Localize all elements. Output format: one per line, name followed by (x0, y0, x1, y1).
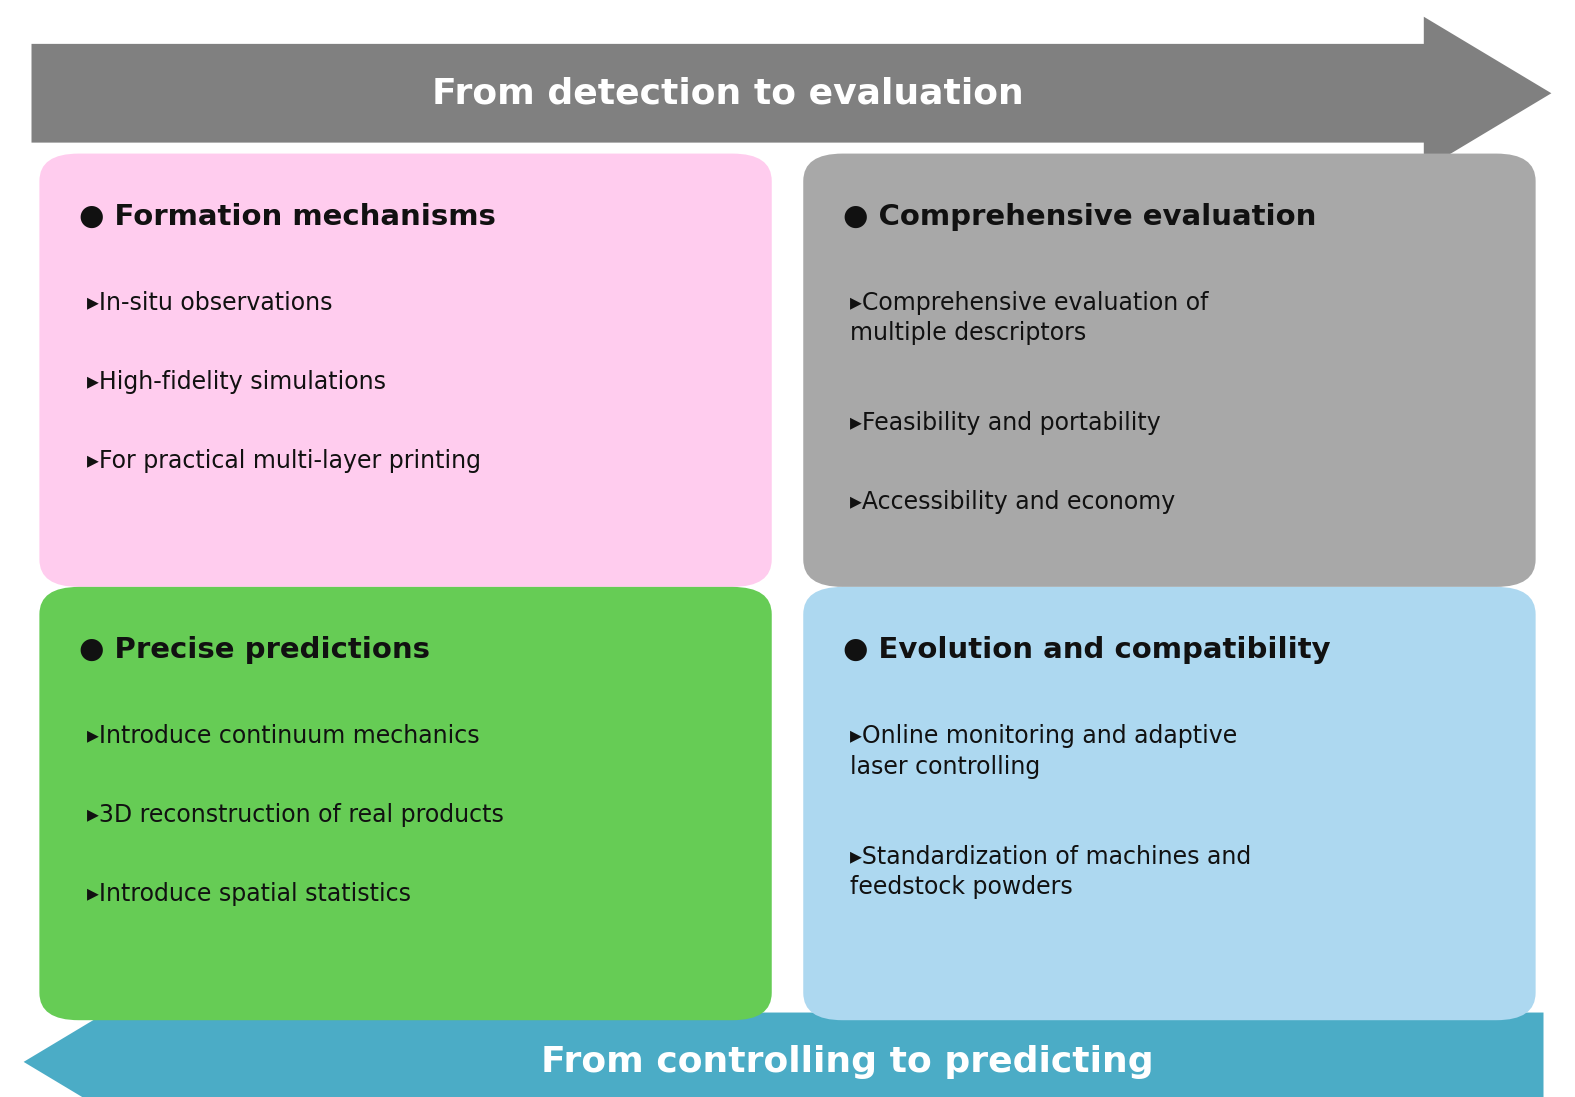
Text: ▸For practical multi-layer printing: ▸For practical multi-layer printing (87, 449, 480, 473)
Text: ▸Standardization of machines and
feedstock powders: ▸Standardization of machines and feedsto… (850, 845, 1252, 900)
FancyBboxPatch shape (803, 587, 1536, 1020)
Text: ▸Comprehensive evaluation of
multiple descriptors: ▸Comprehensive evaluation of multiple de… (850, 291, 1210, 346)
Text: ▸Feasibility and portability: ▸Feasibility and portability (850, 411, 1161, 436)
Text: ● Formation mechanisms: ● Formation mechanisms (79, 203, 496, 231)
FancyBboxPatch shape (39, 587, 772, 1020)
Text: From controlling to predicting: From controlling to predicting (542, 1045, 1153, 1078)
Text: ▸3D reconstruction of real products: ▸3D reconstruction of real products (87, 803, 504, 827)
Text: ▸In-situ observations: ▸In-situ observations (87, 291, 332, 315)
Text: ● Comprehensive evaluation: ● Comprehensive evaluation (843, 203, 1317, 231)
FancyBboxPatch shape (39, 154, 772, 587)
Text: ▸Accessibility and economy: ▸Accessibility and economy (850, 490, 1177, 514)
Text: ▸Introduce spatial statistics: ▸Introduce spatial statistics (87, 882, 411, 906)
Text: ▸Introduce continuum mechanics: ▸Introduce continuum mechanics (87, 724, 479, 748)
FancyBboxPatch shape (803, 154, 1536, 587)
Polygon shape (24, 985, 1544, 1097)
Text: From detection to evaluation: From detection to evaluation (432, 77, 1024, 110)
Text: ● Precise predictions: ● Precise predictions (79, 636, 430, 665)
Text: ▸Online monitoring and adaptive
laser controlling: ▸Online monitoring and adaptive laser co… (850, 724, 1238, 779)
Text: ● Evolution and compatibility: ● Evolution and compatibility (843, 636, 1331, 665)
Polygon shape (32, 16, 1551, 170)
Text: ▸High-fidelity simulations: ▸High-fidelity simulations (87, 370, 386, 394)
